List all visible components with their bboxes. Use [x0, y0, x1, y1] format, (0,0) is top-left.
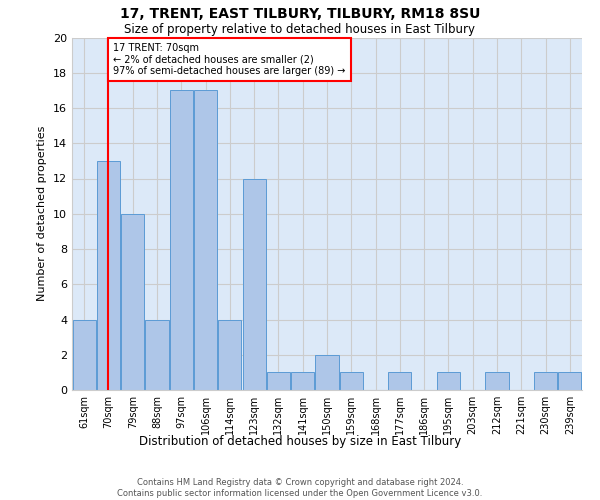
- Bar: [388, 372, 412, 390]
- Text: Contains HM Land Registry data © Crown copyright and database right 2024.
Contai: Contains HM Land Registry data © Crown c…: [118, 478, 482, 498]
- Bar: [437, 372, 460, 390]
- Bar: [73, 320, 95, 390]
- Bar: [218, 320, 241, 390]
- Text: Distribution of detached houses by size in East Tilbury: Distribution of detached houses by size …: [139, 435, 461, 448]
- Y-axis label: Number of detached properties: Number of detached properties: [37, 126, 47, 302]
- Bar: [559, 372, 581, 390]
- Bar: [340, 372, 363, 390]
- Text: 17, TRENT, EAST TILBURY, TILBURY, RM18 8SU: 17, TRENT, EAST TILBURY, TILBURY, RM18 8…: [120, 8, 480, 22]
- Bar: [291, 372, 314, 390]
- Text: Size of property relative to detached houses in East Tilbury: Size of property relative to detached ho…: [125, 22, 476, 36]
- Bar: [121, 214, 144, 390]
- Bar: [267, 372, 290, 390]
- Bar: [242, 178, 266, 390]
- Bar: [145, 320, 169, 390]
- Text: 17 TRENT: 70sqm
← 2% of detached houses are smaller (2)
97% of semi-detached hou: 17 TRENT: 70sqm ← 2% of detached houses …: [113, 43, 346, 76]
- Bar: [97, 161, 120, 390]
- Bar: [170, 90, 193, 390]
- Bar: [485, 372, 509, 390]
- Bar: [534, 372, 557, 390]
- Bar: [316, 355, 338, 390]
- Bar: [194, 90, 217, 390]
